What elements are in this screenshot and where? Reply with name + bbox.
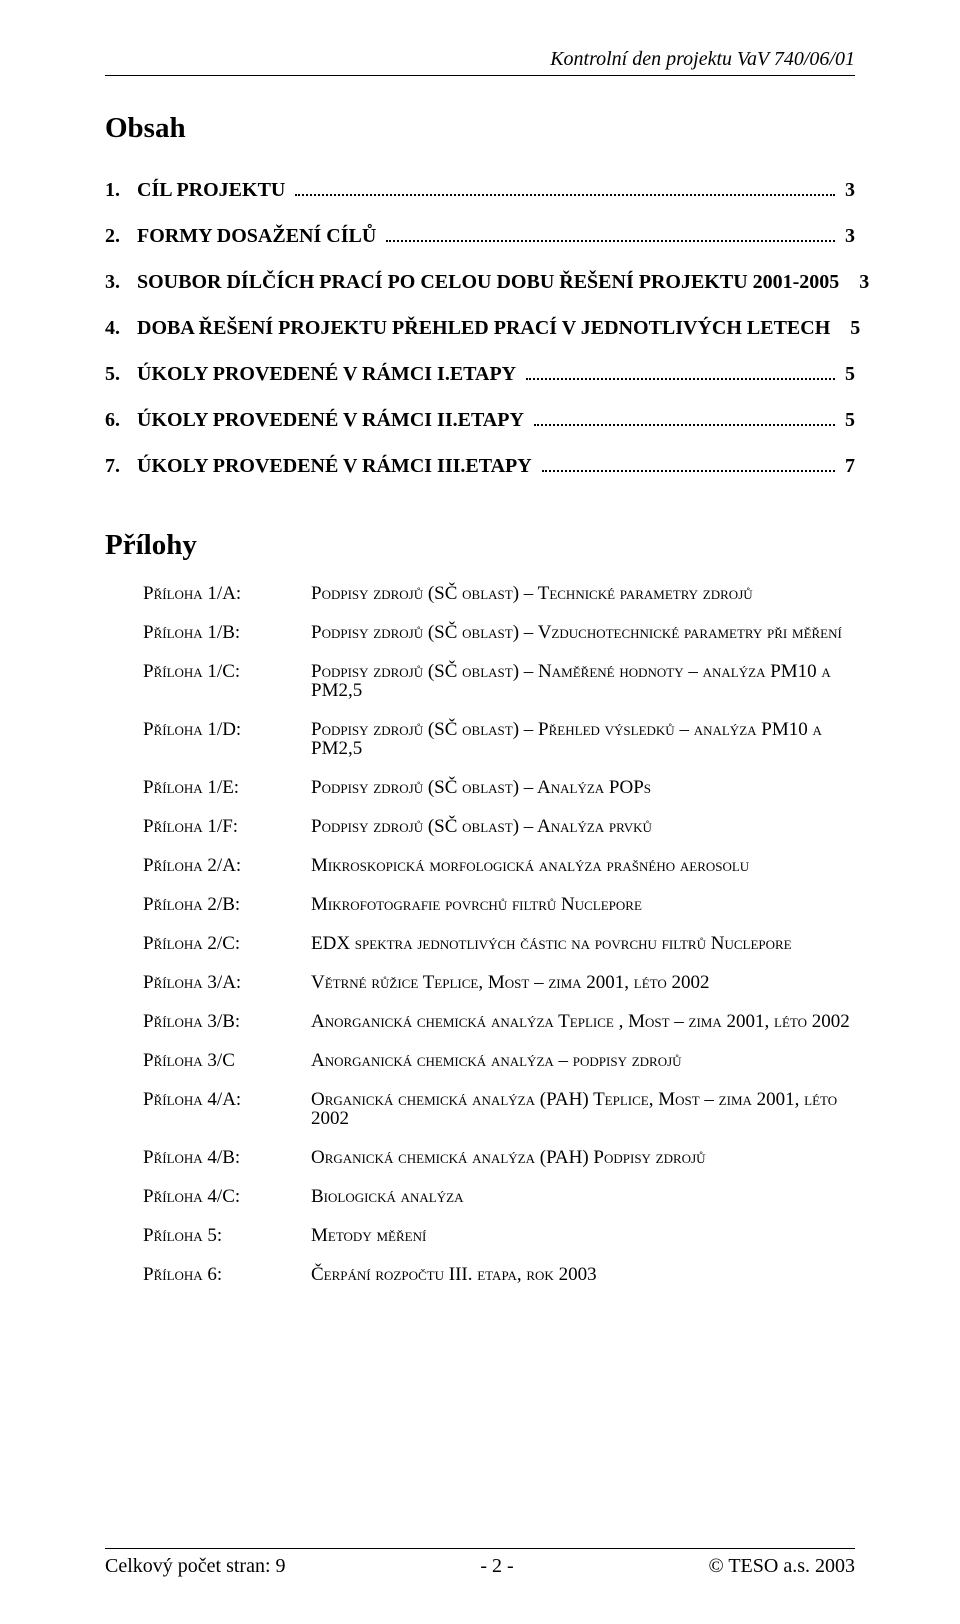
toc-label: FORMY DOSAŽENÍ CÍLŮ: [137, 217, 382, 255]
toc-leader-dots: [386, 228, 835, 242]
appendix-row: Příloha 1/D: Podpisy zdrojů (SČ oblast) …: [143, 720, 855, 758]
appendix-label: Příloha 2/C:: [143, 934, 311, 953]
toc-number: 6.: [105, 401, 137, 439]
footer-rule: [105, 1548, 855, 1549]
toc-number: 2.: [105, 217, 137, 255]
appendix-desc: Organická chemická analýza (PAH) Teplice…: [311, 1090, 855, 1128]
footer-center: - 2 -: [480, 1555, 513, 1578]
appendix-desc: Čerpání rozpočtu III. etapa, rok 2003: [311, 1265, 855, 1284]
toc-row: 5. ÚKOLY PROVEDENÉ V RÁMCI I.ETAPY 5: [105, 355, 855, 393]
toc-row: 3. SOUBOR DÍLČÍCH PRACÍ PO CELOU DOBU ŘE…: [105, 263, 855, 301]
appendix-label: Příloha 1/D:: [143, 720, 311, 758]
appendix-desc: Větrné růžice Teplice, Most – zima 2001,…: [311, 973, 855, 992]
header-right: Kontrolní den projektu VaV 740/06/01: [105, 48, 855, 71]
appendix-row: Příloha 1/B: Podpisy zdrojů (SČ oblast) …: [143, 623, 855, 642]
toc-label: SOUBOR DÍLČÍCH PRACÍ PO CELOU DOBU ŘEŠEN…: [137, 263, 845, 301]
appendix-row: Příloha 2/C: EDX spektra jednotlivých čá…: [143, 934, 855, 953]
appendix-row: Příloha 2/A: Mikroskopická morfologická …: [143, 856, 855, 875]
appendix-label: Příloha 2/B:: [143, 895, 311, 914]
toc-page: 5: [839, 401, 855, 439]
toc-row: 1. CÍL PROJEKTU 3: [105, 171, 855, 209]
toc-number: 5.: [105, 355, 137, 393]
appendix-heading: Přílohy: [105, 529, 855, 562]
toc-leader-dots: [542, 458, 835, 472]
toc-leader-dots: [534, 412, 835, 426]
appendix-desc: Podpisy zdrojů (SČ oblast) – Naměřené ho…: [311, 662, 855, 700]
toc-label: ÚKOLY PROVEDENÉ V RÁMCI II.ETAPY: [137, 401, 530, 439]
appendix-desc: Metody měření: [311, 1226, 855, 1245]
appendix-desc: Mikroskopická morfologická analýza prašn…: [311, 856, 855, 875]
appendix-desc: Podpisy zdrojů (SČ oblast) – Vzduchotech…: [311, 623, 855, 642]
toc-row: 2. FORMY DOSAŽENÍ CÍLŮ 3: [105, 217, 855, 255]
appendix-label: Příloha 3/C: [143, 1051, 311, 1070]
appendix-desc: Podpisy zdrojů (SČ oblast) – Analýza prv…: [311, 817, 855, 836]
appendix-row: Příloha 1/A: Podpisy zdrojů (SČ oblast) …: [143, 584, 855, 603]
appendix-desc: Podpisy zdrojů (SČ oblast) – Přehled výs…: [311, 720, 855, 758]
appendix-row: Příloha 3/A: Větrné růžice Teplice, Most…: [143, 973, 855, 992]
appendix-label: Příloha 1/E:: [143, 778, 311, 797]
toc-page: 3: [839, 217, 855, 255]
appendix-row: Příloha 3/C Anorganická chemická analýza…: [143, 1051, 855, 1070]
appendix-label: Příloha 1/C:: [143, 662, 311, 700]
appendix-label: Příloha 3/A:: [143, 973, 311, 992]
appendix-label: Příloha 6:: [143, 1265, 311, 1284]
toc-label: ÚKOLY PROVEDENÉ V RÁMCI I.ETAPY: [137, 355, 522, 393]
table-of-contents: 1. CÍL PROJEKTU 3 2. FORMY DOSAŽENÍ CÍLŮ…: [105, 171, 855, 485]
toc-page: 7: [839, 447, 855, 485]
appendix-row: Příloha 1/E: Podpisy zdrojů (SČ oblast) …: [143, 778, 855, 797]
appendix-desc: Biologická analýza: [311, 1187, 855, 1206]
appendix-list: Příloha 1/A: Podpisy zdrojů (SČ oblast) …: [143, 584, 855, 1284]
toc-page: 5: [839, 355, 855, 393]
appendix-desc: Anorganická chemická analýza Teplice , M…: [311, 1012, 855, 1031]
toc-label: CÍL PROJEKTU: [137, 171, 291, 209]
appendix-row: Příloha 4/A: Organická chemická analýza …: [143, 1090, 855, 1128]
toc-row: 7. ÚKOLY PROVEDENÉ V RÁMCI III.ETAPY 7: [105, 447, 855, 485]
footer-left: Celkový počet stran: 9: [105, 1555, 286, 1578]
toc-row: 6. ÚKOLY PROVEDENÉ V RÁMCI II.ETAPY 5: [105, 401, 855, 439]
appendix-label: Příloha 1/F:: [143, 817, 311, 836]
appendix-label: Příloha 5:: [143, 1226, 311, 1245]
page: Kontrolní den projektu VaV 740/06/01 Obs…: [0, 0, 960, 1624]
toc-row: 4. DOBA ŘEŠENÍ PROJEKTU PŘEHLED PRACÍ V …: [105, 309, 855, 347]
appendix-label: Příloha 2/A:: [143, 856, 311, 875]
appendix-row: Příloha 1/C: Podpisy zdrojů (SČ oblast) …: [143, 662, 855, 700]
appendix-desc: Mikrofotografie povrchů filtrů Nuclepore: [311, 895, 855, 914]
appendix-desc: Anorganická chemická analýza – podpisy z…: [311, 1051, 855, 1070]
appendix-row: Příloha 1/F: Podpisy zdrojů (SČ oblast) …: [143, 817, 855, 836]
appendix-label: Příloha 1/B:: [143, 623, 311, 642]
appendix-desc: Organická chemická analýza (PAH) Podpisy…: [311, 1148, 855, 1167]
header-rule: [105, 75, 855, 76]
appendix-row: Příloha 6: Čerpání rozpočtu III. etapa, …: [143, 1265, 855, 1284]
appendix-desc: Podpisy zdrojů (SČ oblast) – Analýza POP…: [311, 778, 855, 797]
toc-leader-dots: [526, 366, 835, 380]
footer-right: © TESO a.s. 2003: [708, 1555, 855, 1578]
toc-leader-dots: [295, 182, 835, 196]
appendix-desc: Podpisy zdrojů (SČ oblast) – Technické p…: [311, 584, 855, 603]
toc-number: 4.: [105, 309, 137, 347]
appendix-label: Příloha 4/B:: [143, 1148, 311, 1167]
appendix-label: Příloha 4/A:: [143, 1090, 311, 1128]
appendix-desc: EDX spektra jednotlivých částic na povrc…: [311, 934, 855, 953]
toc-number: 1.: [105, 171, 137, 209]
toc-label: DOBA ŘEŠENÍ PROJEKTU PŘEHLED PRACÍ V JED…: [137, 309, 836, 347]
toc-page: 3: [853, 263, 869, 301]
toc-page: 3: [839, 171, 855, 209]
appendix-label: Příloha 1/A:: [143, 584, 311, 603]
toc-number: 3.: [105, 263, 137, 301]
toc-label: ÚKOLY PROVEDENÉ V RÁMCI III.ETAPY: [137, 447, 538, 485]
appendix-row: Příloha 4/C: Biologická analýza: [143, 1187, 855, 1206]
appendix-row: Příloha 2/B: Mikrofotografie povrchů fil…: [143, 895, 855, 914]
appendix-label: Příloha 3/B:: [143, 1012, 311, 1031]
appendix-row: Příloha 4/B: Organická chemická analýza …: [143, 1148, 855, 1167]
appendix-row: Příloha 3/B: Anorganická chemická analýz…: [143, 1012, 855, 1031]
page-title: Obsah: [105, 112, 855, 145]
toc-page: 5: [844, 309, 860, 347]
appendix-row: Příloha 5: Metody měření: [143, 1226, 855, 1245]
footer-row: Celkový počet stran: 9 - 2 - © TESO a.s.…: [105, 1555, 855, 1578]
toc-number: 7.: [105, 447, 137, 485]
page-footer: Celkový počet stran: 9 - 2 - © TESO a.s.…: [105, 1548, 855, 1578]
appendix-label: Příloha 4/C:: [143, 1187, 311, 1206]
